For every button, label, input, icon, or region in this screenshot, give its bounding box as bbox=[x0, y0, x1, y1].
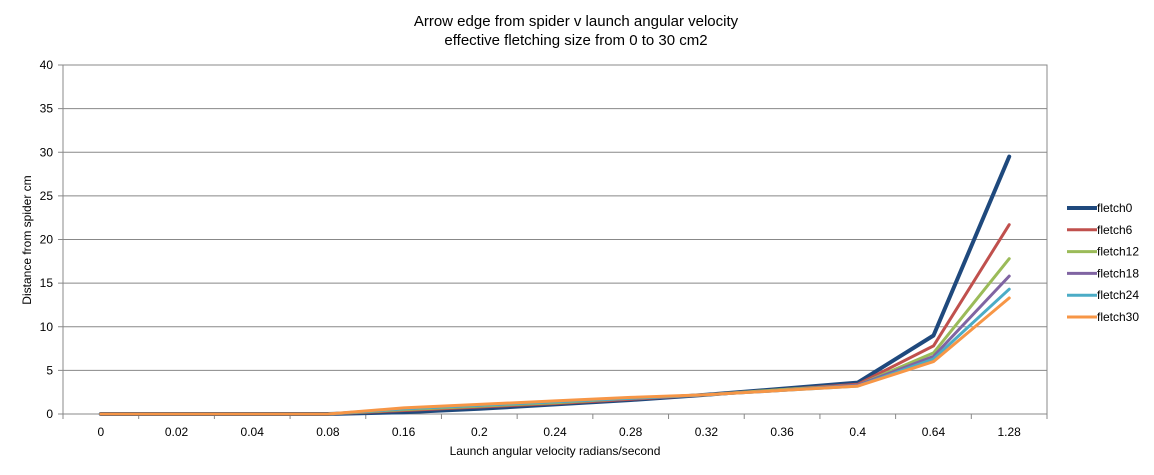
y-tick-label: 15 bbox=[40, 276, 54, 290]
series-line-fletch6 bbox=[99, 223, 1011, 416]
x-tick-label: 0.04 bbox=[241, 425, 265, 439]
legend-label-fletch12: fletch12 bbox=[1097, 245, 1139, 259]
legend-label-fletch6: fletch6 bbox=[1097, 223, 1133, 237]
y-tick-label: 25 bbox=[40, 189, 54, 203]
x-tick-label: 0.02 bbox=[165, 425, 189, 439]
x-tick-label: 0.4 bbox=[849, 425, 866, 439]
x-tick-label: 0.24 bbox=[543, 425, 567, 439]
y-tick-label: 10 bbox=[40, 320, 54, 334]
legend-label-fletch30: fletch30 bbox=[1097, 310, 1139, 324]
chart-title: Arrow edge from spider v launch angular … bbox=[414, 13, 739, 30]
y-tick-label: 20 bbox=[40, 233, 54, 247]
series-line-fletch18 bbox=[99, 274, 1011, 416]
x-axis-label: Launch angular velocity radians/second bbox=[450, 444, 661, 458]
x-tick-label: 0.64 bbox=[922, 425, 946, 439]
y-tick-label: 30 bbox=[40, 145, 54, 159]
y-tick-label: 35 bbox=[40, 102, 54, 116]
chart-subtitle: effective fletching size from 0 to 30 cm… bbox=[444, 32, 707, 49]
y-tick-label: 0 bbox=[46, 407, 53, 421]
legend-label-fletch0: fletch0 bbox=[1097, 201, 1133, 215]
legend-label-fletch24: fletch24 bbox=[1097, 288, 1139, 302]
y-axis-label: Distance from spider cm bbox=[20, 175, 34, 304]
y-tick-label: 5 bbox=[46, 363, 53, 377]
x-tick-label: 1.28 bbox=[997, 425, 1021, 439]
series-line-fletch30 bbox=[99, 296, 1011, 416]
series-line-fletch24 bbox=[99, 287, 1011, 416]
x-tick-label: 0 bbox=[98, 425, 105, 439]
legend-label-fletch18: fletch18 bbox=[1097, 266, 1139, 280]
plot-area: 0 5 10 15 20 25 30 35 40 0 0.02 0.04 0.08 0.16 0.2 0.24… bbox=[40, 58, 1048, 439]
series-line-fletch12 bbox=[99, 257, 1011, 416]
x-tick-label: 0.08 bbox=[316, 425, 340, 439]
x-tick-label: 0.36 bbox=[770, 425, 794, 439]
x-tick-label: 0.28 bbox=[619, 425, 643, 439]
x-tick-label: 0.16 bbox=[392, 425, 416, 439]
y-tick-label: 40 bbox=[40, 58, 54, 72]
x-tick-label: 0.2 bbox=[471, 425, 488, 439]
legend: fletch0 fletch6 fletch12 fletch18 fletch24 fl… bbox=[1067, 201, 1139, 324]
x-tick-label: 0.32 bbox=[695, 425, 719, 439]
